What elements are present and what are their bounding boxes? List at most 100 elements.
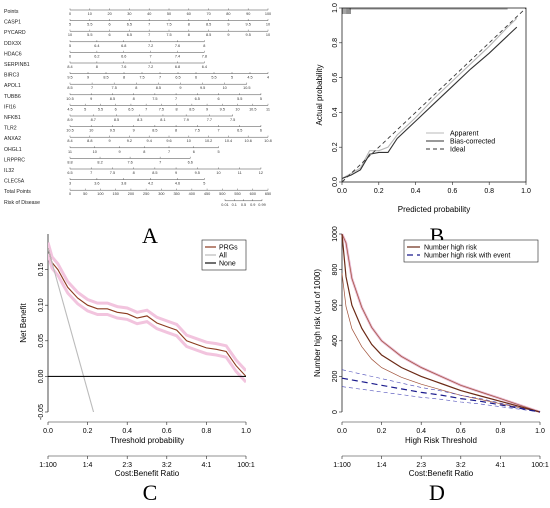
nomogram-tick-label: 8.5 [152, 129, 157, 133]
impact-event-ci-lower [341, 386, 541, 413]
nomogram-tick-label: 8.5 [206, 23, 211, 27]
decision-series-all [48, 248, 95, 412]
nomogram-tick-label: 6 [260, 129, 262, 133]
nomogram-tick-label: 3.8 [121, 182, 126, 186]
nomogram-tick-label: 50 [83, 192, 87, 196]
nomogram-row-label-ohgl1: OHGL1 [4, 147, 22, 153]
impact-secondary-tick-label: 2:3 [416, 462, 426, 469]
nomogram-tick-label: 500 [219, 192, 225, 196]
panel-d-clinical-impact: 0 200 400 600 800 1000 Number high risk (out o… [313, 226, 549, 478]
nomogram-tick-label: 10 [216, 171, 220, 175]
impact-x-tick-label: 0.8 [496, 428, 506, 435]
nomogram-tick-label: 300 [158, 192, 164, 196]
nomogram-tick-label: 8.4 [67, 65, 72, 69]
nomogram-tick-label: 7.5 [166, 23, 171, 27]
nomogram-row-label-nfkb1: NFKB1 [4, 115, 21, 121]
nomogram-tick-label: 9 [206, 107, 208, 111]
nomogram-tick-label: 7.6 [121, 65, 126, 69]
nomogram-tick-label: 7.5 [139, 76, 144, 80]
nomogram-tick-label: 8.7 [91, 118, 96, 122]
decision-secondary-tick-label: 3:2 [162, 462, 172, 469]
impact-y-axis-title: Number high risk (out of 1000) [313, 269, 322, 377]
nomogram-tick-label: 10 [266, 33, 270, 37]
panel-b-calibration-plot: 0.0 0.2 0.4 0.6 0.8 1.0 0.0 0.2 0.4 0.6 0.8 1.0 Pred… [315, 3, 531, 214]
nomogram-tick-label: 7 [159, 76, 161, 80]
nomogram-tick-label: 7 [159, 160, 161, 164]
nomogram-tick-label: 450 [204, 192, 210, 196]
nomogram-tick-label: 9.5 [246, 23, 251, 27]
nomogram-tick-label: 5.5 [237, 97, 242, 101]
nomogram-tick-label: 0 [69, 192, 71, 196]
nomogram-tick-label: 8 [143, 150, 145, 154]
nomogram-tick-label: 30 [127, 12, 131, 16]
impact-y-tick-label: 0 [332, 410, 339, 414]
nomogram-tick-label: 6.5 [127, 23, 132, 27]
nomogram-row-label-risk-of-disease: Risk of Disease [4, 200, 40, 206]
nomogram-row-label-birc3: BIRC3 [4, 73, 19, 79]
nomogram-tick-label: 6 [109, 33, 111, 37]
nomogram-tick-label: 7.2 [148, 65, 153, 69]
nomogram-row-label-il32: IL32 [4, 168, 14, 174]
nomogram-tick-label: 9 [109, 139, 111, 143]
nomogram-row-label-ddx3x: DDX3X [4, 41, 22, 47]
nomogram-tick-label: 3.6 [94, 182, 99, 186]
nomogram-tick-label: 5 [69, 44, 71, 48]
nomogram-tick-label: 7.9 [184, 118, 189, 122]
impact-x-tick-label: 1.0 [535, 428, 545, 435]
nomogram-tick-label: 8.1 [160, 118, 165, 122]
panel-label-c: C [143, 480, 158, 505]
decision-prgs-ci-upper [48, 242, 246, 372]
nomogram-tick-label: 9.4 [147, 139, 152, 143]
calibration-y-tick-label: 0.6 [332, 73, 339, 83]
nomogram-tick-label: 9.5 [220, 107, 225, 111]
impact-legend-label-number-high-risk-with-event: Number high risk with event [424, 253, 510, 260]
nomogram-tick-label: 8 [133, 97, 135, 101]
decision-legend-label-prgs: PRGs [219, 245, 238, 252]
impact-secondary-tick-label: 4:1 [496, 462, 506, 469]
nomogram-tick-label: 0 [69, 12, 71, 16]
nomogram-tick-label: 7 [91, 86, 93, 90]
nomogram-tick-label: 80 [226, 12, 230, 16]
calibration-x-tick-label: 0.8 [484, 188, 494, 195]
nomogram-tick-label: 7 [148, 23, 150, 27]
nomogram-tick-label: 400 [189, 192, 195, 196]
nomogram-tick-label: 8.5 [206, 33, 211, 37]
nomogram-tick-label: 6.5 [128, 107, 133, 111]
nomogram-tick-label: 100 [97, 192, 103, 196]
nomogram-tick-label: 10.4 [225, 139, 232, 143]
decision-x-axis-title: Threshold probability [110, 436, 184, 445]
nomogram-tick-label: 8 [123, 76, 125, 80]
calibration-legend-label-bias-corrected: Bias-corrected [450, 139, 495, 146]
nomogram-tick-label: 9 [118, 150, 120, 154]
nomogram-tick-label: 7 [145, 107, 147, 111]
nomogram-tick-label: 7 [217, 129, 219, 133]
nomogram-tick-label: 9.5 [200, 86, 205, 90]
impact-legend-label-number-high-risk: Number high risk [424, 245, 477, 252]
nomogram-tick-label: 10.5 [243, 86, 250, 90]
nomogram-tick-label: 9.5 [195, 171, 200, 175]
nomogram-tick-label: 0.5 [241, 203, 246, 207]
nomogram-row-label-tubb6: TUBB6 [4, 94, 21, 100]
nomogram-tick-label: 4.5 [67, 107, 72, 111]
calibration-plot-frame [341, 7, 527, 183]
nomogram-tick-label: 11 [266, 107, 270, 111]
impact-legend-box [403, 239, 539, 263]
panel-label-d: D [429, 480, 445, 505]
nomogram-tick-label: 9.5 [67, 76, 72, 80]
calibration-series-ideal [341, 7, 527, 183]
nomogram-tick-label: 6 [193, 150, 195, 154]
impact-x-tick-label: 0.2 [377, 428, 387, 435]
nomogram-tick-label: 9 [179, 86, 181, 90]
nomogram-tick-label: 4.2 [148, 182, 153, 186]
calibration-series-bias-corrected [341, 26, 518, 180]
nomogram-tick-label: 8.2 [97, 160, 102, 164]
nomogram-tick-label: 9.5 [246, 33, 251, 37]
nomogram-tick-label: 550 [234, 192, 240, 196]
nomogram-tick-label: 7 [90, 171, 92, 175]
decision-secondary-tick-label: 1:100 [39, 462, 57, 469]
impact-x-tick-label: 0.6 [456, 428, 466, 435]
nomogram-tick-label: 9.6 [166, 139, 171, 143]
impact-series-number-high-risk [341, 233, 541, 413]
nomogram-tick-label: 8 [188, 33, 190, 37]
